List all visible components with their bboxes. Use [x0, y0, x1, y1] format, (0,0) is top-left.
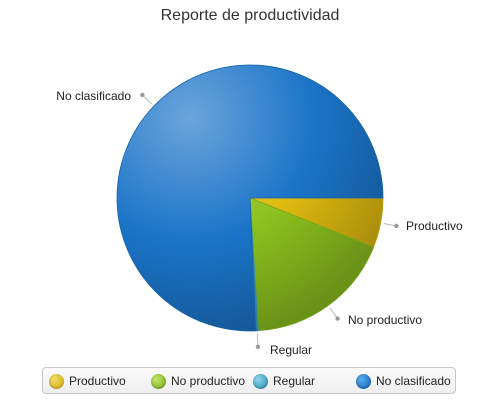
- leader-dot-no-productivo: [335, 316, 340, 321]
- leader-dot-regular: [255, 344, 261, 349]
- legend-label-no-productivo: No productivo: [171, 374, 246, 388]
- leader-dot-no-clasificado: [140, 92, 145, 98]
- legend-item-regular[interactable]: Regular: [253, 372, 315, 390]
- slice-no-clasificado[interactable]: [116, 64, 384, 332]
- legend-label-no-clasificado: No clasificado: [376, 374, 451, 388]
- legend-label-productivo: Productivo: [69, 374, 126, 388]
- slice-label-no-clasificado: No clasificado: [56, 89, 131, 103]
- legend-item-no-clasificado[interactable]: No clasificado: [356, 372, 451, 390]
- slice-label-regular: Regular: [270, 343, 312, 357]
- legend-item-productivo[interactable]: Productivo: [49, 372, 126, 390]
- chart-legend: Productivo No productivo Regular No clas…: [42, 367, 456, 394]
- slice-label-no-productivo: No productivo: [348, 313, 422, 327]
- chart-title: Reporte de productividad: [160, 7, 340, 24]
- legend-label-regular: Regular: [273, 374, 316, 388]
- legend-swatch-productivo: [49, 373, 64, 389]
- legend-item-no-productivo[interactable]: No productivo: [151, 372, 245, 390]
- leader-dot-productivo: [394, 223, 399, 229]
- slice-label-productivo: Productivo: [406, 219, 463, 233]
- pie-chart: Productivo No productivo Regular No clasifi…: [56, 64, 463, 357]
- legend-swatch-no-clasificado: [356, 373, 371, 389]
- slice-no-productivo[interactable]: [249, 197, 375, 332]
- legend-swatch-no-productivo: [151, 373, 166, 389]
- legend-swatch-regular: [253, 373, 268, 389]
